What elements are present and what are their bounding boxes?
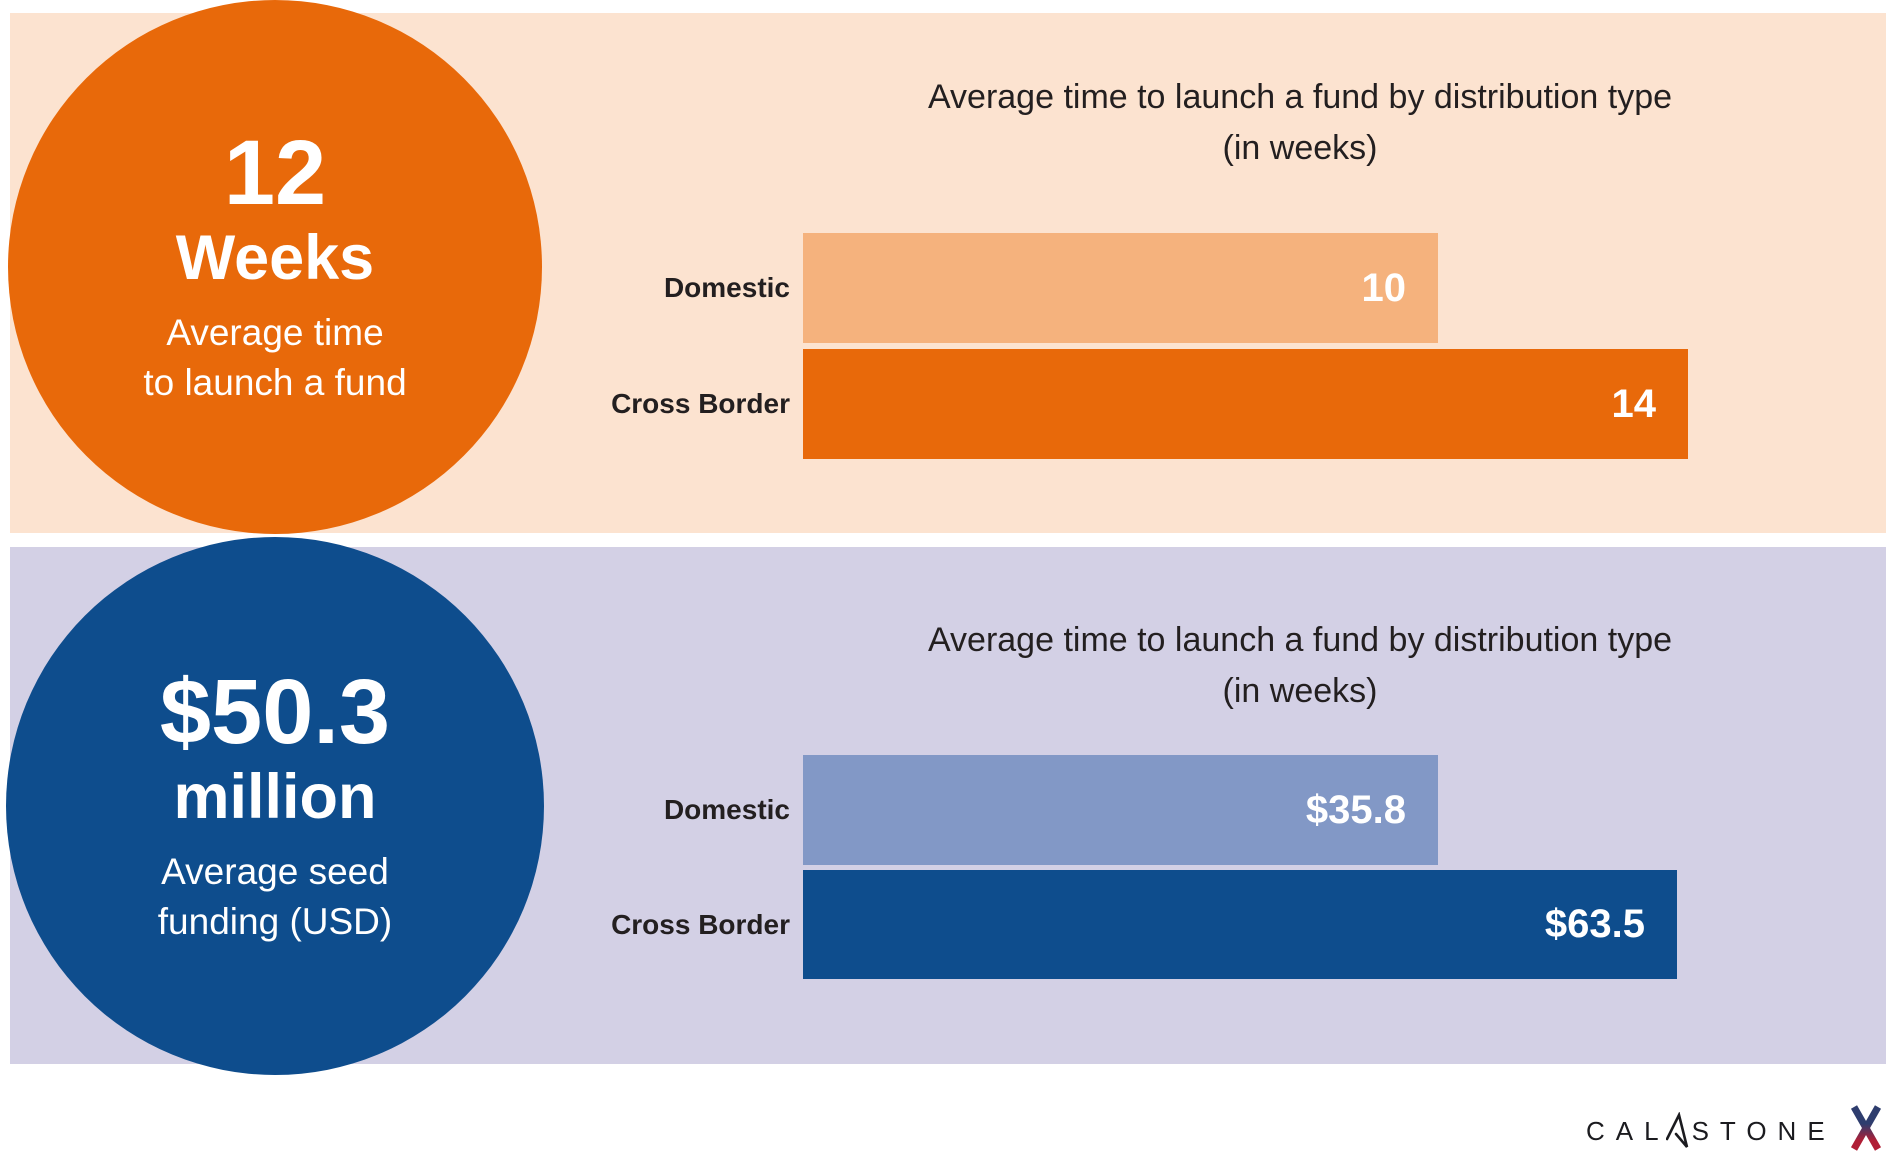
weeks-stat-caption: Average time to launch a fund: [143, 308, 406, 408]
funding-chart-value-crossborder: $63.5: [1544, 902, 1645, 946]
weeks-chart-label-crossborder: Cross Border: [611, 388, 790, 419]
weeks-stat-unit: Weeks: [175, 222, 375, 293]
funding-chart-title: Average time to launch a fund by distrib…: [700, 615, 1896, 717]
calastone-logo-prefix: CAL: [1586, 1115, 1670, 1146]
weeks-chart-label-domestic: Domestic: [663, 272, 790, 303]
funding-chart-bar-crossborder: $63.5: [803, 870, 1677, 979]
funding-chart-label-crossborder: Cross Border: [611, 908, 790, 940]
calastone-logo-suffix: STONE: [1691, 1115, 1836, 1146]
calastone-logo: CAL STONE: [1586, 1110, 1836, 1152]
weeks-stat-circle: 12 Weeks Average time to launch a fund: [8, 0, 542, 534]
funding-chart-title-line2: (in weeks): [1222, 672, 1378, 710]
funding-stat-unit: million: [173, 761, 377, 832]
funding-stat-caption: Average seed funding (USD): [158, 847, 392, 947]
calastone-arrow-icon: [1665, 1112, 1688, 1148]
weeks-chart-value-domestic: 10: [1361, 265, 1407, 310]
weeks-chart-value-crossborder: 14: [1611, 381, 1657, 426]
funding-chart-bar-domestic: $35.8: [803, 755, 1438, 865]
weeks-stat-value: 12: [223, 122, 327, 224]
funding-chart-label-domestic: Domestic: [663, 794, 790, 825]
weeks-chart-title-line2: (in weeks): [1222, 129, 1378, 167]
funding-stat-value: $50.3: [159, 661, 391, 763]
funding-chart-value-domestic: $35.8: [1305, 787, 1406, 832]
funding-stat-circle: $50.3 million Average seed funding (USD): [6, 537, 544, 1075]
weeks-chart-bar-crossborder: 14: [803, 349, 1688, 459]
weeks-stat-caption-line1: Average time: [166, 312, 384, 354]
funding-chart-title-line1: Average time to launch a fund by distrib…: [927, 621, 1673, 659]
x-brand-icon: [1850, 1105, 1882, 1151]
weeks-chart-title: Average time to launch a fund by distrib…: [700, 72, 1896, 174]
weeks-stat-caption-line2: to launch a fund: [143, 362, 407, 404]
weeks-chart-title-line1: Average time to launch a fund by distrib…: [927, 78, 1673, 116]
weeks-chart-bar-domestic: 10: [803, 233, 1438, 343]
funding-stat-caption-line1: Average seed: [161, 851, 389, 893]
funding-stat-caption-line2: funding (USD): [157, 901, 393, 943]
